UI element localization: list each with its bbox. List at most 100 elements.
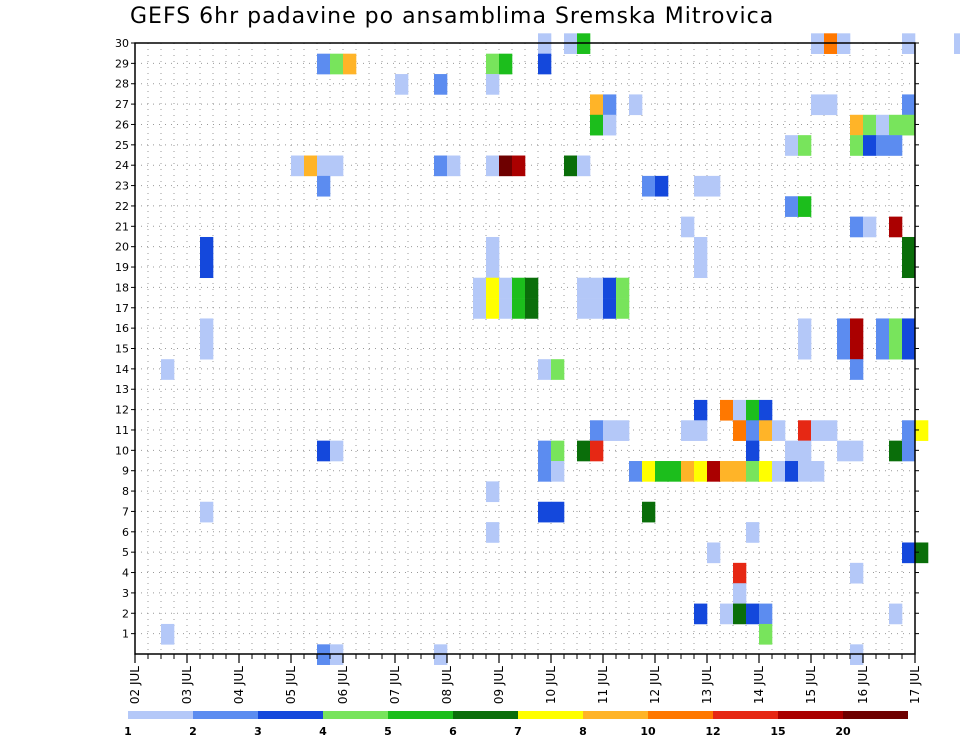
data-cell bbox=[564, 155, 578, 177]
data-cell bbox=[629, 461, 643, 482]
data-cell bbox=[798, 420, 812, 441]
y-tick-label: 30 bbox=[115, 37, 129, 50]
data-cell bbox=[200, 236, 214, 258]
data-cell bbox=[720, 461, 734, 482]
legend-label: 8 bbox=[579, 725, 587, 738]
data-cell bbox=[889, 216, 903, 238]
data-cell bbox=[824, 420, 838, 441]
data-cell bbox=[434, 155, 448, 177]
legend-swatch bbox=[453, 711, 518, 719]
legend-swatch bbox=[518, 711, 583, 719]
legend-label: 5 bbox=[384, 725, 392, 738]
data-cell bbox=[330, 440, 344, 462]
data-cell bbox=[798, 440, 812, 462]
data-cell bbox=[551, 461, 565, 482]
data-cell bbox=[317, 155, 331, 177]
data-cell bbox=[902, 94, 916, 116]
x-tick-label: 15 JUL bbox=[804, 666, 818, 704]
data-cell bbox=[889, 440, 903, 462]
data-cell bbox=[304, 155, 318, 177]
data-cell bbox=[915, 542, 929, 564]
data-cell bbox=[759, 461, 773, 482]
y-tick-label: 12 bbox=[115, 404, 129, 417]
data-cell bbox=[499, 277, 513, 299]
data-cell bbox=[603, 277, 617, 299]
data-cell bbox=[876, 135, 890, 156]
y-tick-label: 22 bbox=[115, 200, 129, 213]
data-cell bbox=[512, 155, 526, 177]
x-tick-label: 08 JUL bbox=[440, 666, 454, 704]
data-cell bbox=[850, 318, 864, 340]
data-cell bbox=[733, 461, 747, 482]
x-tick-label: 09 JUL bbox=[492, 666, 506, 704]
data-cell bbox=[525, 298, 539, 319]
data-cell bbox=[902, 420, 916, 441]
legend-label: 3 bbox=[254, 725, 262, 738]
data-cell bbox=[850, 338, 864, 360]
data-cell bbox=[590, 298, 604, 319]
data-cell bbox=[902, 338, 916, 360]
data-cell bbox=[577, 440, 591, 462]
data-cell bbox=[616, 277, 630, 299]
data-cell bbox=[863, 216, 877, 238]
data-cell bbox=[850, 359, 864, 380]
data-cell bbox=[902, 236, 916, 258]
legend-swatch bbox=[583, 711, 648, 719]
data-cell bbox=[590, 277, 604, 299]
data-cell bbox=[746, 522, 760, 543]
data-cell bbox=[759, 420, 773, 441]
data-cell bbox=[668, 461, 682, 482]
data-cell bbox=[447, 155, 461, 177]
x-tick-label: 13 JUL bbox=[700, 666, 714, 704]
x-tick-label: 02 JUL bbox=[128, 666, 142, 704]
data-cell bbox=[785, 196, 799, 217]
data-cell bbox=[850, 440, 864, 462]
data-cell bbox=[499, 298, 513, 319]
data-cell bbox=[720, 603, 734, 625]
data-cell bbox=[317, 440, 331, 462]
y-tick-label: 19 bbox=[115, 261, 129, 274]
data-cell bbox=[889, 135, 903, 156]
y-tick-label: 2 bbox=[122, 607, 129, 620]
data-cell bbox=[889, 603, 903, 625]
data-cell bbox=[876, 318, 890, 340]
data-cell bbox=[746, 461, 760, 482]
data-cell bbox=[200, 318, 214, 340]
legend-label: 10 bbox=[640, 725, 656, 738]
data-cell bbox=[759, 623, 773, 645]
y-tick-label: 29 bbox=[115, 57, 129, 70]
legend-label: 12 bbox=[705, 725, 720, 738]
data-cell bbox=[850, 135, 864, 156]
data-cell bbox=[681, 420, 695, 441]
data-cell bbox=[694, 420, 708, 441]
data-cell bbox=[616, 420, 630, 441]
data-cell bbox=[486, 522, 500, 543]
data-cell bbox=[954, 33, 960, 54]
data-cell bbox=[642, 461, 656, 482]
data-cell bbox=[486, 155, 500, 177]
data-cell bbox=[538, 501, 552, 523]
legend-label: 2 bbox=[189, 725, 197, 738]
y-tick-label: 5 bbox=[122, 546, 129, 559]
data-cell bbox=[499, 155, 513, 177]
data-cell bbox=[811, 420, 825, 441]
data-cell bbox=[590, 420, 604, 441]
y-tick-label: 8 bbox=[122, 485, 129, 498]
legend-swatch bbox=[648, 711, 713, 719]
legend-swatch bbox=[388, 711, 453, 719]
data-cell bbox=[200, 338, 214, 360]
data-cell bbox=[200, 501, 214, 523]
y-tick-label: 17 bbox=[115, 302, 129, 315]
data-cell bbox=[902, 114, 916, 136]
data-cell bbox=[603, 298, 617, 319]
y-tick-label: 3 bbox=[122, 587, 129, 600]
data-cell bbox=[577, 155, 591, 177]
data-cell bbox=[317, 175, 331, 197]
y-tick-label: 21 bbox=[115, 220, 129, 233]
data-cell bbox=[733, 399, 747, 421]
data-cell bbox=[330, 53, 344, 75]
data-cell bbox=[473, 277, 487, 299]
x-tick-label: 11 JUL bbox=[596, 666, 610, 704]
data-cell bbox=[616, 298, 630, 319]
data-cell bbox=[746, 440, 760, 462]
